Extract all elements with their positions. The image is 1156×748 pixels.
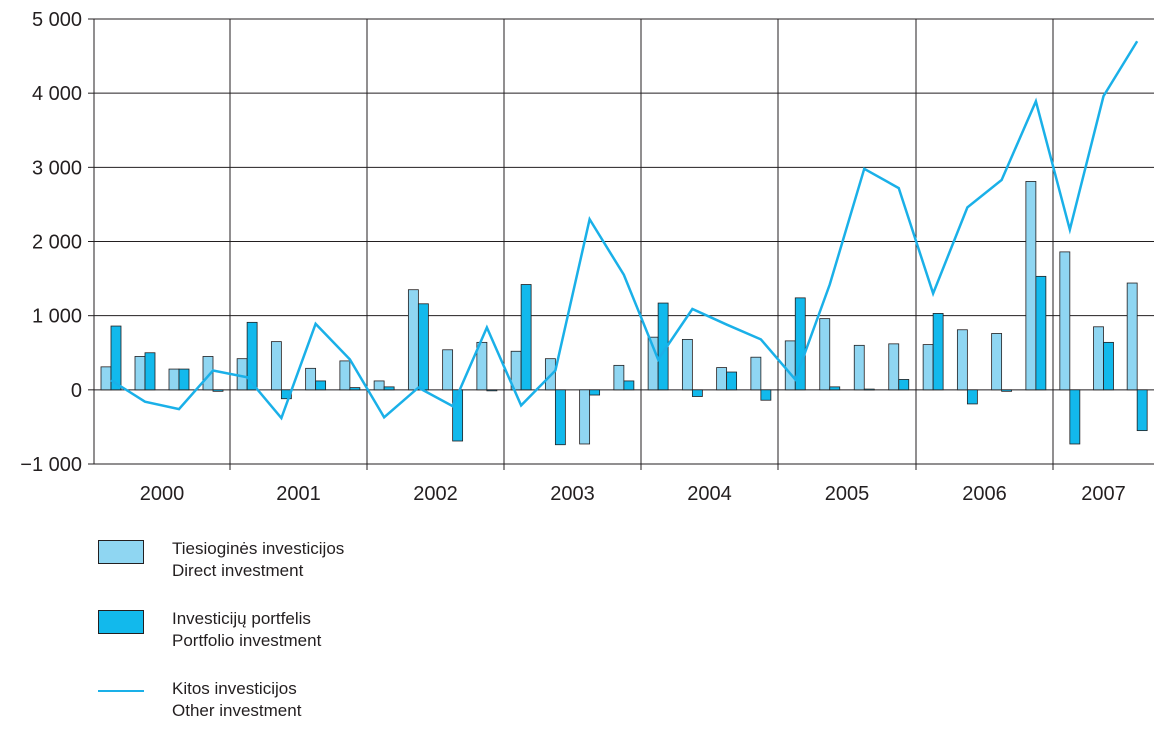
bar-direct (1094, 327, 1104, 390)
bar-portfolio (350, 388, 360, 390)
y-tick-label: −1 000 (20, 454, 82, 476)
bars-layer (101, 181, 1147, 444)
bar-portfolio (761, 390, 771, 400)
bar-portfolio (624, 381, 634, 390)
bar-direct (340, 361, 350, 390)
bar-direct (614, 365, 624, 389)
bar-direct (820, 319, 830, 390)
bar-direct (717, 368, 727, 390)
bar-direct (1127, 283, 1137, 390)
legend-label-other-en: Other investment (172, 700, 301, 722)
bar-portfolio (213, 390, 223, 391)
legend-line-other (98, 690, 144, 692)
bar-portfolio (418, 304, 428, 390)
bar-direct (306, 368, 316, 390)
bar-portfolio (727, 372, 737, 390)
bar-portfolio (316, 381, 326, 390)
bar-portfolio (145, 353, 155, 390)
bar-portfolio (692, 390, 702, 397)
bar-portfolio (1137, 390, 1147, 431)
x-tick-label: 2007 (1081, 483, 1126, 505)
bar-portfolio (179, 369, 189, 390)
y-tick-label: 5 000 (32, 9, 82, 31)
y-tick-label: 4 000 (32, 83, 82, 105)
bar-portfolio (521, 285, 531, 390)
bar-direct (785, 341, 795, 390)
legend-label-portfolio: Investicijų portfelis (172, 608, 321, 630)
bar-portfolio (830, 387, 840, 390)
bar-direct (682, 339, 692, 389)
bar-portfolio (864, 389, 874, 390)
bar-portfolio (384, 387, 394, 390)
x-tick-label: 2000 (140, 483, 185, 505)
legend-label-direct: Tiesioginės investicijos (172, 538, 344, 560)
bar-direct (271, 342, 281, 390)
y-tick-label: 0 (71, 380, 82, 402)
x-tick-label: 2001 (276, 483, 321, 505)
y-tick-label: 2 000 (32, 232, 82, 254)
legend-item-other: Kitos investicijos Other investment (98, 678, 344, 748)
y-tick-label: 3 000 (32, 157, 82, 179)
bar-portfolio (899, 379, 909, 389)
bar-direct (101, 367, 111, 390)
bar-direct (135, 356, 145, 389)
x-tick-label: 2003 (550, 483, 595, 505)
bar-portfolio (1036, 276, 1046, 389)
legend-label-direct-en: Direct investment (172, 560, 344, 582)
bar-direct (751, 357, 761, 390)
bar-direct (957, 330, 967, 390)
bar-direct (923, 345, 933, 390)
bar-portfolio (933, 313, 943, 389)
bar-direct (374, 381, 384, 390)
bar-portfolio (967, 390, 977, 404)
x-tick-label: 2004 (687, 483, 732, 505)
legend-item-portfolio: Investicijų portfelis Portfolio investme… (98, 608, 344, 678)
grid-layer (94, 19, 1154, 464)
bar-portfolio (590, 390, 600, 395)
x-tick-label: 2002 (413, 483, 458, 505)
legend: Tiesioginės investicijos Direct investme… (98, 538, 344, 748)
line-layer (111, 41, 1137, 418)
bar-direct (580, 390, 590, 444)
bar-direct (889, 344, 899, 390)
legend-swatch-direct (98, 540, 144, 564)
bar-direct (169, 369, 179, 390)
chart: 5 000 4 000 3 000 2 000 1 000 0 −1 000 2000 2001… (0, 0, 1156, 530)
bar-portfolio (1070, 390, 1080, 444)
legend-label-portfolio-en: Portfolio investment (172, 630, 321, 652)
bar-direct (992, 333, 1002, 389)
bar-direct (237, 359, 247, 390)
legend-item-direct: Tiesioginės investicijos Direct investme… (98, 538, 344, 608)
bar-direct (1026, 181, 1036, 389)
labels-layer: 5 000 4 000 3 000 2 000 1 000 0 −1 000 2000 2001… (20, 9, 1125, 505)
y-tick-label: 1 000 (32, 306, 82, 328)
bar-portfolio (1104, 342, 1114, 389)
bar-portfolio (1002, 390, 1012, 391)
bar-direct (1060, 252, 1070, 390)
legend-label-other: Kitos investicijos (172, 678, 301, 700)
legend-swatch-portfolio (98, 610, 144, 634)
line-other (111, 41, 1137, 418)
bar-portfolio (555, 390, 565, 445)
bar-portfolio (487, 390, 497, 391)
axis-layer (88, 19, 1053, 470)
bar-direct (854, 345, 864, 390)
x-tick-label: 2005 (825, 483, 870, 505)
x-tick-label: 2006 (962, 483, 1007, 505)
bar-direct (443, 350, 453, 390)
bar-direct (408, 290, 418, 390)
